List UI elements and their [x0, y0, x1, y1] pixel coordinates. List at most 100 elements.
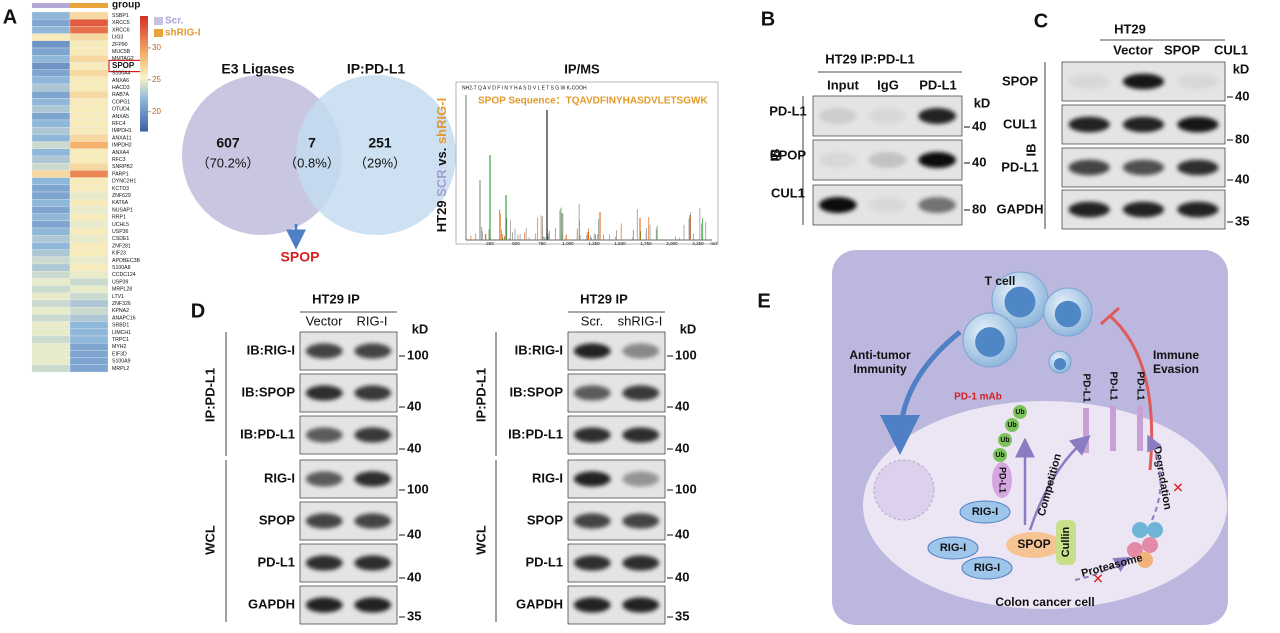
- lane-label: Input: [827, 77, 859, 92]
- gene-label: OTUD4: [112, 107, 130, 113]
- colorbar-label: 30: [152, 43, 161, 52]
- heatmap-cell: [69, 199, 109, 207]
- proteasome-part: [1137, 552, 1153, 568]
- heatmap-cell: [31, 364, 71, 373]
- row-label: PD-L1: [1001, 159, 1039, 174]
- heatmap-cell: [31, 199, 71, 207]
- gene-label: APOBEC3B: [112, 258, 141, 264]
- ub-label: Ub: [1007, 422, 1016, 429]
- heatmap-cell: [31, 11, 71, 20]
- gene-label: USP36: [112, 229, 129, 235]
- colorbar-label: 20: [152, 107, 161, 116]
- gene-label: RFC3: [112, 157, 126, 163]
- kd-unit: kD: [412, 321, 429, 336]
- arrow-label: Anti-tumor: [849, 348, 911, 362]
- ms-tick: 1,750: [640, 241, 652, 246]
- band: [818, 152, 857, 168]
- heatmap-cell: [69, 26, 109, 34]
- lane-label: shRIG-I: [618, 313, 663, 328]
- band: [918, 108, 957, 124]
- heatmap-cell: [31, 285, 71, 293]
- gene-label: KCTD3: [112, 186, 129, 192]
- heatmap-cell: [31, 177, 71, 185]
- arrow: [880, 330, 962, 455]
- blot-title: HT29 IP: [312, 291, 360, 306]
- kd-unit: kD: [974, 95, 991, 110]
- panel-label: A: [3, 6, 17, 28]
- heatmap-cell: [69, 235, 109, 243]
- gene-label: S100A9: [112, 359, 131, 365]
- ub-label: Ub: [995, 452, 1004, 459]
- gene-label: ZNF629: [112, 193, 131, 199]
- cell-label: Colon cancer cell: [995, 595, 1094, 609]
- colorbar-segment: [140, 85, 148, 89]
- lane-label: Vector: [1113, 42, 1153, 57]
- row-label: PD-L1: [769, 103, 807, 118]
- heatmap-cell: [31, 191, 71, 200]
- gene-label: S100A4: [112, 71, 131, 77]
- row-label: PD-L1: [525, 554, 563, 569]
- nucleus: [1054, 300, 1082, 328]
- colorbar-segment: [140, 70, 148, 74]
- heatmap-cell: [69, 98, 109, 106]
- colorbar-segment: [140, 47, 148, 51]
- nucleus: [975, 327, 1005, 357]
- rig-i: [961, 556, 1013, 580]
- heatmap-cell: [69, 227, 109, 236]
- lane-label: SPOP: [1164, 42, 1200, 57]
- kd-marker: 40: [407, 526, 421, 541]
- heatmap-cell: [31, 292, 71, 301]
- heatmap-cell: [31, 134, 71, 142]
- heatmap-cell: [31, 350, 71, 358]
- pdl1-label: PD-L1: [1134, 372, 1145, 401]
- band: [818, 108, 857, 124]
- gene-label: HACD3: [112, 85, 130, 91]
- kd-marker: 40: [407, 398, 421, 413]
- gene-label: S100A8: [112, 265, 131, 271]
- band: [918, 197, 957, 213]
- inhibit-bar: [1100, 306, 1120, 326]
- band: [1177, 201, 1219, 218]
- gene-label: MYH2: [112, 344, 127, 350]
- ms-tick: 750: [538, 241, 546, 246]
- gene-label: ANAPC16: [112, 315, 136, 321]
- nucleus: [873, 459, 935, 521]
- block-mark: ✕: [1092, 571, 1104, 587]
- band: [573, 471, 611, 487]
- heatmap-cell: [69, 299, 109, 308]
- band: [1068, 159, 1110, 176]
- gene-label: TRPC1: [112, 337, 129, 343]
- heatmap-cell: [69, 119, 109, 128]
- ms-tick: 250: [486, 241, 494, 246]
- heatmap-cell: [69, 278, 109, 286]
- row-label: SPOP: [259, 512, 295, 527]
- colorbar-segment: [140, 64, 148, 69]
- ms-tick: 2,250: [692, 241, 704, 246]
- gene-label: EIF3D: [112, 351, 127, 357]
- venn-percent: （70.2%）: [197, 155, 260, 170]
- band: [1068, 73, 1110, 90]
- heatmap-cell: [69, 76, 109, 85]
- ms-peptide: NH2-T Q A V D F I N Y H A S D V L E T S …: [462, 85, 587, 91]
- colorbar-segment: [140, 76, 148, 80]
- row-label: IB:SPOP: [242, 384, 296, 399]
- arrow: [1028, 435, 1091, 531]
- venn-circle: [182, 75, 342, 235]
- heatmap-cell: [31, 271, 71, 279]
- band: [868, 108, 907, 124]
- row-label: CUL1: [1003, 116, 1037, 131]
- colorbar-segment: [140, 82, 148, 86]
- kd-unit: kD: [1233, 61, 1250, 76]
- colorbar-segment: [140, 24, 148, 28]
- colorbar-segment: [140, 96, 148, 100]
- kd-marker: 40: [675, 526, 689, 541]
- ms-tick: 2,000: [666, 241, 678, 246]
- kd-marker: 40: [1235, 88, 1249, 103]
- heatmap-cell: [69, 314, 109, 322]
- kd-marker: 35: [407, 608, 421, 623]
- legend-swatch: [154, 29, 163, 37]
- ms-unit: m/z: [710, 241, 718, 246]
- gene-label: XRCC6: [112, 27, 130, 33]
- heatmap-cell: [69, 33, 109, 41]
- heatmap-cell: [31, 83, 71, 92]
